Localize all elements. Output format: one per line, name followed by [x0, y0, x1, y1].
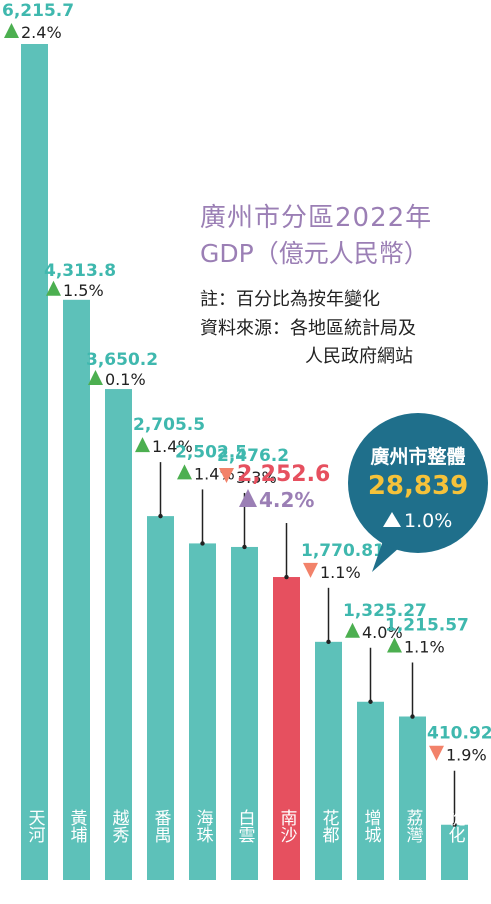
change-label: 1.5%	[63, 281, 104, 300]
bar	[189, 543, 216, 880]
value-label: 1,215.57	[385, 616, 469, 636]
change-label: 1.1%	[320, 563, 361, 582]
leader-dot	[326, 639, 331, 645]
total-bubble: 廣州市整體 28,839 1.0%	[348, 413, 488, 572]
total-change-up-icon	[383, 512, 401, 527]
leader-dot	[284, 574, 289, 580]
bar	[231, 546, 258, 880]
category-label: 海珠	[193, 809, 214, 843]
leader-dot	[242, 544, 247, 550]
change-down-icon	[219, 467, 234, 483]
change-label: 3.3%	[236, 468, 277, 487]
value-label: 2,252.6	[237, 462, 330, 487]
change-up-icon	[239, 489, 257, 508]
total-value: 28,839	[368, 471, 468, 501]
bar	[441, 824, 468, 880]
change-up-icon	[88, 370, 103, 386]
value-label: 2,476.2	[217, 446, 289, 466]
change-label: 4.0%	[362, 623, 403, 642]
change-label: 1.1%	[404, 638, 445, 657]
category-label: 番禺	[151, 809, 172, 843]
change-up-icon	[135, 437, 150, 453]
category-label: 從化	[445, 809, 466, 843]
bar	[21, 44, 48, 880]
category-label: 白雲	[235, 809, 256, 843]
value-label: 1,325.27	[343, 601, 427, 621]
category-label: 越秀	[109, 809, 130, 843]
total-change: 1.0%	[404, 510, 452, 532]
chart-title: 廣州市分區2022年	[200, 203, 432, 233]
category-label: 荔灣	[403, 809, 424, 843]
change-label: 2.4%	[21, 23, 62, 42]
bar	[147, 516, 174, 880]
change-label: 4.2%	[259, 488, 314, 512]
value-label: 2,502.5	[175, 442, 247, 462]
category-label: 黃埔	[67, 809, 88, 843]
value-label: 4,313.8	[44, 261, 116, 281]
chart-source: 資料來源：各地區統計局及	[200, 318, 416, 339]
leader-dot	[368, 699, 373, 704]
category-label: 南沙	[277, 809, 298, 843]
change-label: 0.1%	[105, 370, 146, 389]
bar	[105, 389, 132, 880]
change-up-icon	[177, 464, 192, 480]
change-up-icon	[4, 23, 19, 38]
category-label: 花都	[319, 809, 340, 843]
value-label: 3,650.2	[86, 350, 158, 370]
category-label: 天河	[25, 809, 46, 843]
bar	[273, 577, 300, 880]
change-label: 1.4%	[152, 437, 193, 456]
leader-dot	[410, 714, 415, 719]
bar	[63, 299, 90, 880]
value-label: 2,705.5	[133, 415, 205, 435]
change-label: 1.9%	[446, 746, 487, 765]
leader-dot	[452, 822, 457, 827]
chart-note: 註：百分比為按年變化	[200, 289, 380, 310]
value-label: 1,770.81	[301, 541, 385, 561]
change-up-icon	[387, 637, 402, 653]
chart-subtitle: GDP（億元人民幣）	[200, 239, 429, 268]
value-label: 410.92	[427, 724, 491, 744]
change-up-icon	[46, 280, 61, 296]
leader-dot	[200, 541, 205, 546]
bar	[357, 701, 384, 880]
bar	[399, 716, 426, 880]
change-up-icon	[345, 622, 360, 638]
change-down-icon	[429, 745, 444, 761]
value-label: 6,215.7	[2, 1, 74, 21]
change-down-icon	[303, 562, 318, 578]
category-label: 增城	[361, 809, 382, 843]
bar	[315, 641, 342, 880]
total-bubble-circle	[348, 413, 488, 553]
total-label: 廣州市整體	[370, 445, 465, 468]
leader-dot	[158, 513, 163, 519]
chart-source-continued: 人民政府網站	[305, 346, 413, 367]
